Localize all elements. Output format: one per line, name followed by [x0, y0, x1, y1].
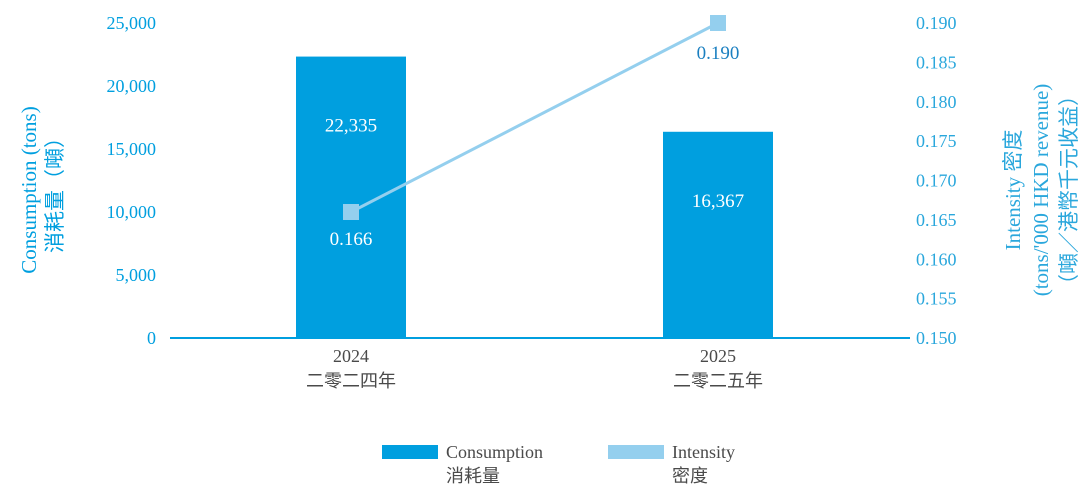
category-label-year: 2024: [333, 346, 369, 366]
right-tick-label: 0.170: [916, 171, 957, 191]
right-tick-label: 0.180: [916, 92, 957, 112]
category-label-year: 2025: [700, 346, 736, 366]
bars: 22,335 16,367: [296, 56, 773, 338]
right-axis-ticks: 0.150 0.155 0.160 0.165 0.170 0.175 0.180 0.185…: [916, 13, 957, 348]
right-axis-title-line2: (tons/'000 HKD revenue): [1029, 84, 1053, 297]
category-label-zh: 二零二四年: [306, 371, 396, 391]
consumption-bar: [663, 131, 773, 338]
intensity-series-line: [350, 21, 719, 214]
intensity-point-label: 0.190: [697, 43, 740, 64]
right-tick-label: 0.175: [916, 131, 957, 151]
left-axis-title-en: Consumption (tons): [17, 106, 41, 273]
consumption-bar-label: 16,367: [692, 191, 744, 212]
left-tick-label: 20,000: [107, 76, 157, 96]
left-tick-label: 25,000: [107, 13, 157, 33]
intensity-point-label: 0.166: [330, 229, 373, 250]
left-tick-label: 5,000: [116, 265, 157, 285]
intensity-point-marker: [343, 204, 359, 220]
right-axis-title-line3: （噸／港幣千元收益）: [1057, 85, 1081, 295]
legend-label-consumption-en: Consumption: [446, 442, 543, 462]
legend-label-consumption-zh: 消耗量: [446, 466, 500, 486]
legend-label-intensity-zh: 密度: [672, 466, 708, 486]
legend: Consumption 消耗量 Intensity 密度: [382, 442, 735, 486]
category-labels: 2024 二零二四年 2025 二零二五年: [306, 346, 763, 391]
right-axis-title: Intensity 密度 (tons/'000 HKD revenue) （噸／…: [1001, 84, 1081, 297]
legend-swatch-intensity: [608, 445, 664, 459]
left-tick-label: 10,000: [107, 202, 157, 222]
left-axis-ticks: 0 5,000 10,000 15,000 20,000 25,000: [107, 13, 157, 348]
left-axis-title-zh: 消耗量（噸）: [43, 127, 67, 253]
right-tick-label: 0.165: [916, 210, 957, 230]
right-tick-label: 0.185: [916, 52, 957, 72]
consumption-bar-label: 22,335: [325, 116, 377, 137]
left-tick-label: 15,000: [107, 139, 157, 159]
intensity-line: 0.166 0.190: [330, 15, 740, 250]
category-label-zh: 二零二五年: [673, 371, 763, 391]
right-tick-label: 0.150: [916, 328, 957, 348]
left-axis-title: Consumption (tons) 消耗量（噸）: [17, 106, 67, 273]
intensity-point-marker: [710, 15, 726, 31]
right-tick-label: 0.190: [916, 13, 957, 33]
consumption-bar: [296, 56, 406, 338]
legend-label-intensity-en: Intensity: [672, 442, 735, 462]
right-tick-label: 0.155: [916, 289, 957, 309]
left-tick-label: 0: [147, 328, 156, 348]
legend-swatch-consumption: [382, 445, 438, 459]
right-axis-title-line1: Intensity 密度: [1001, 130, 1025, 251]
right-tick-label: 0.160: [916, 249, 957, 269]
